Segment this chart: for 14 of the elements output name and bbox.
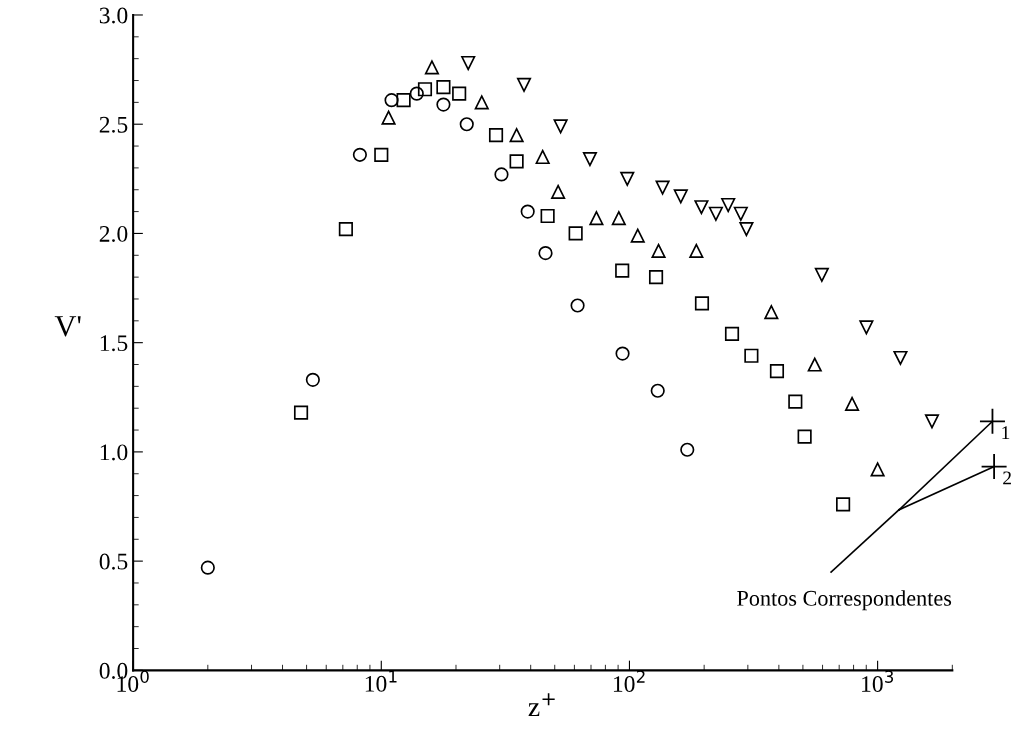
x-tick-label: 10$^{2}$ (613, 670, 645, 692)
x-tick-label: 10$^{1}$ (365, 670, 397, 692)
y-axis-title: V' (54, 316, 81, 337)
x-axis-title: z$^{+}$ (528, 693, 555, 716)
y-tick-label: 2.0 (99, 225, 128, 242)
y-tick-label: 0.5 (99, 553, 128, 570)
text: 1 (1002, 426, 1010, 440)
annotation: Pontos Correspondentes (737, 590, 952, 611)
text: 2 (1003, 471, 1011, 485)
x-tick-label: 10$^{3}$ (862, 670, 894, 692)
y-tick-label: 3.0 (99, 7, 128, 24)
y-tick-label: 1.5 (100, 335, 128, 352)
y-tick-label: 1.0 (100, 444, 128, 461)
y-tick-label: 2.5 (99, 116, 128, 133)
